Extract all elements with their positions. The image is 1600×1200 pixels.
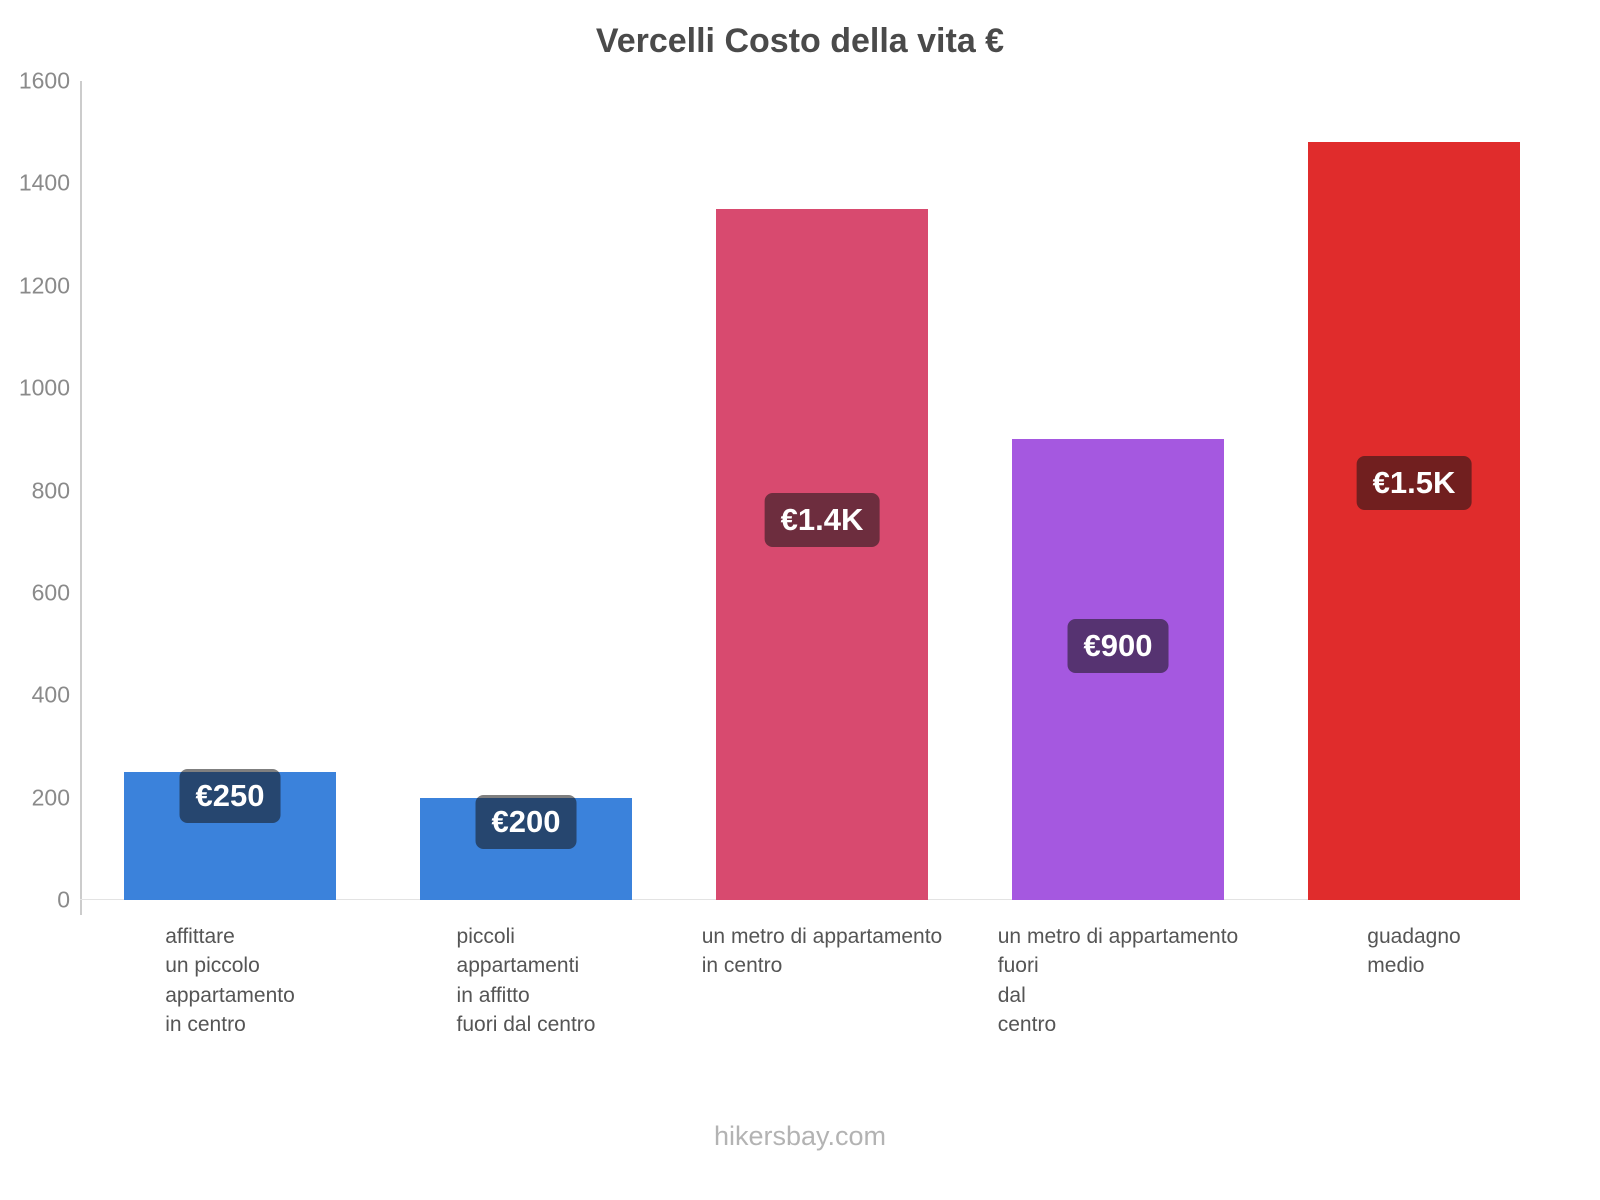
y-tick-label: 0 bbox=[57, 886, 70, 913]
chart-title: Vercelli Costo della vita € bbox=[595, 22, 1005, 60]
x-category-label: affittare un piccolo appartamento in centro bbox=[165, 925, 295, 1037]
y-tick-label: 800 bbox=[31, 477, 70, 503]
y-tick-label: 1600 bbox=[18, 67, 70, 94]
value-badge: €1.4K bbox=[764, 492, 880, 547]
footer-watermark: hikersbay.com bbox=[713, 1121, 887, 1151]
y-tick-label: 1000 bbox=[18, 374, 70, 401]
y-tick-label: 1200 bbox=[18, 272, 70, 299]
value-badge: €900 bbox=[1067, 619, 1169, 674]
value-badge: €1.5K bbox=[1356, 456, 1472, 511]
bar bbox=[1308, 142, 1520, 900]
y-tick-label: 400 bbox=[31, 681, 70, 708]
x-category-label: un metro di appartamento in centro bbox=[701, 925, 943, 978]
x-category-label: guadagno medio bbox=[1367, 925, 1461, 978]
bar bbox=[716, 209, 928, 900]
value-badge: €200 bbox=[475, 795, 577, 849]
value-badge: €250 bbox=[179, 769, 281, 823]
x-category-label: piccoli appartamenti in affitto fuori dal c… bbox=[456, 925, 596, 1037]
y-tick-label: 1400 bbox=[18, 169, 70, 196]
y-tick-label: 200 bbox=[31, 784, 70, 811]
y-axis-line bbox=[80, 81, 82, 915]
y-tick-label: 600 bbox=[31, 579, 70, 606]
x-category-label: un metro di appartamento fuori dal centro bbox=[997, 925, 1239, 1037]
